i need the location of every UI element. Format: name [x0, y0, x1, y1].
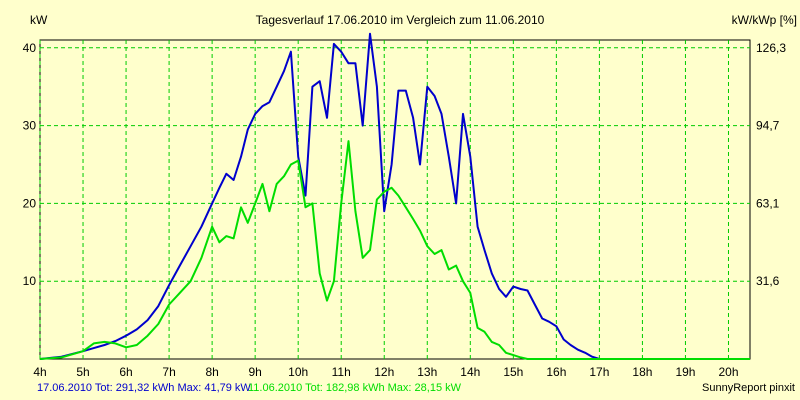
x-tick-label-4: 8h	[205, 365, 218, 379]
chart-title: Tagesverlauf 17.06.2010 im Vergleich zum…	[256, 13, 545, 27]
x-tick-label-5: 9h	[248, 365, 261, 379]
x-tick-label-16: 20h	[718, 365, 738, 379]
y-left-tick-label-3: 40	[23, 41, 37, 55]
y-left-tick-label-2: 30	[23, 119, 37, 133]
x-tick-label-3: 7h	[162, 365, 175, 379]
y-left-tick-label-0: 10	[23, 274, 37, 288]
footer-series-1-summary: 17.06.2010 Tot: 291,32 kWh Max: 41,79 kW	[37, 382, 251, 394]
series-lines	[39, 32, 750, 360]
x-tick-label-1: 5h	[76, 365, 89, 379]
y-axis-right-ticks: 31,6 63,1 94,7 126,3	[756, 41, 786, 288]
x-tick-label-15: 19h	[675, 365, 695, 379]
x-tick-label-7: 11h	[332, 365, 351, 379]
x-tick-label-2: 6h	[119, 365, 132, 379]
y-left-tick-label-1: 20	[23, 196, 37, 210]
x-tick-label-14: 18h	[632, 365, 652, 379]
x-tick-label-9: 13h	[417, 365, 437, 379]
y-axis-left-ticks: 10 20 30 40	[23, 41, 37, 288]
y-right-tick-label-1: 63,1	[756, 196, 780, 210]
footer-series-2-summary: 11.06.2010 Tot: 182,98 kWh Max: 28,15 kW	[248, 382, 462, 394]
x-tick-label-8: 12h	[374, 365, 394, 379]
y-axis-right-label: kW/kWp [%]	[732, 13, 797, 27]
plot-frame	[39, 39, 751, 360]
y-right-tick-label-3: 126,3	[756, 41, 786, 55]
x-tick-label-13: 17h	[589, 365, 609, 379]
x-axis-ticks: 4h 5h 6h 7h 8h 9h 10h 11h 12h 13h 14h 15h 16h 17h 18h 1…	[33, 365, 738, 379]
plot-area	[39, 32, 751, 360]
x-tick-label-10: 14h	[460, 365, 480, 379]
y-axis-left-label: kW	[30, 13, 48, 27]
x-tick-label-12: 16h	[546, 365, 566, 379]
y-right-tick-label-2: 94,7	[756, 119, 780, 133]
x-tick-label-0: 4h	[33, 365, 46, 379]
y-right-tick-label-0: 31,6	[756, 274, 780, 288]
series-line-2	[39, 140, 750, 360]
x-tick-label-6: 10h	[288, 365, 308, 379]
x-tick-label-11: 15h	[503, 365, 523, 379]
footer-credit: SunnyReport pinxit	[702, 382, 795, 394]
grid-lines	[39, 40, 750, 359]
